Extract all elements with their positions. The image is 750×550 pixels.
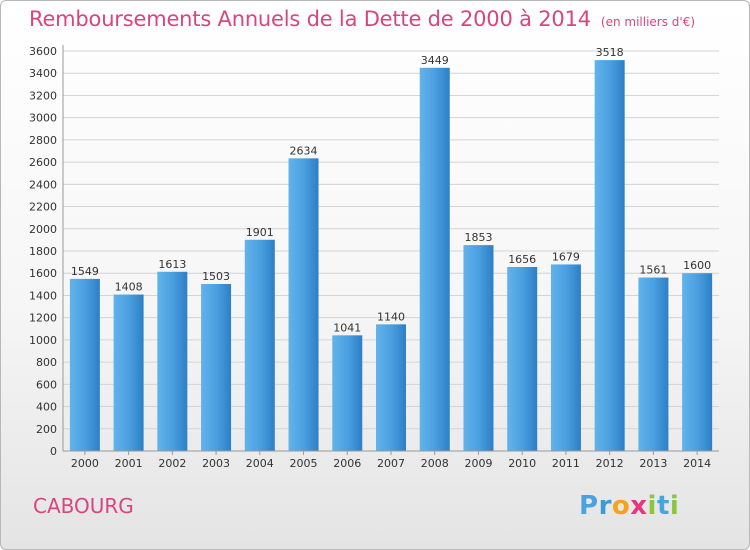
y-tick-label: 3600	[29, 45, 57, 58]
y-tick-label: 800	[36, 356, 57, 369]
axis-layer: 0 200 400 600 800 1000 1200 1400 1600 1800 2000 220…	[29, 45, 719, 470]
x-tick-label-2008: 2008	[421, 457, 449, 470]
data-label-2003: 1503	[202, 270, 230, 283]
brand-logo: Proxiti	[579, 491, 679, 521]
data-label-2012: 3518	[596, 46, 624, 59]
x-tick-label-2011: 2011	[552, 457, 580, 470]
y-tick-label: 600	[36, 378, 57, 391]
brand-letter: r	[598, 491, 612, 521]
data-label-2011: 1679	[552, 250, 580, 263]
x-tick-label-2009: 2009	[464, 457, 492, 470]
y-tick-label: 1400	[29, 289, 57, 302]
y-tick-label: 2000	[29, 223, 57, 236]
brand-letter: i	[647, 491, 657, 521]
y-tick-label: 2400	[29, 178, 57, 191]
data-label-2006: 1041	[333, 321, 361, 334]
x-tick-label-2007: 2007	[377, 457, 405, 470]
brand-letter: t	[656, 491, 670, 521]
bar-2001	[113, 294, 144, 451]
bar-2007	[376, 324, 406, 451]
y-tick-label: 200	[36, 423, 57, 436]
data-label-2009: 1853	[464, 231, 492, 244]
bar-2008	[419, 67, 450, 452]
x-tick-label-2014: 2014	[683, 457, 711, 470]
bar-2005	[288, 158, 319, 452]
bar-2006	[332, 335, 363, 451]
y-tick-label: 1000	[29, 334, 57, 347]
data-label-2007: 1140	[377, 310, 405, 323]
y-tick-label: 1200	[29, 312, 57, 325]
x-tick-label-2005: 2005	[290, 457, 318, 470]
y-tick-label: 2800	[29, 134, 57, 147]
brand-letter: o	[611, 491, 631, 521]
data-label-2010: 1656	[508, 253, 536, 266]
brand-letter: i	[669, 491, 680, 521]
data-label-2000: 1549	[71, 265, 99, 278]
y-tick-label: 2200	[29, 201, 57, 214]
x-tick-label-2012: 2012	[596, 457, 624, 470]
city-name: CABOURG	[33, 494, 134, 518]
title-row: Remboursements Annuels de la Dette de 20…	[29, 7, 695, 31]
bar-2013	[638, 277, 669, 451]
chart-subtitle: (en milliers d'€)	[600, 15, 696, 29]
y-tick-label: 400	[36, 401, 57, 414]
y-tick-label: 0	[50, 445, 57, 458]
x-tick-label-2006: 2006	[333, 457, 361, 470]
bar-2002	[157, 271, 188, 451]
data-label-2014: 1600	[683, 259, 711, 272]
data-label-2002: 1613	[158, 258, 186, 271]
y-tick-label: 3200	[29, 89, 57, 102]
y-tick-label: 3400	[29, 67, 57, 80]
data-label-2004: 1901	[246, 226, 274, 239]
data-label-2001: 1408	[115, 281, 143, 294]
x-tick-label-2001: 2001	[115, 457, 143, 470]
data-label-2008: 3449	[421, 54, 449, 67]
bar-2012	[594, 60, 625, 451]
bar-2010	[507, 267, 538, 451]
y-tick-label: 1800	[29, 245, 57, 258]
bar-2000	[69, 278, 100, 451]
data-label-2005: 2634	[290, 144, 318, 157]
x-tick-label-2013: 2013	[639, 457, 667, 470]
bar-2003	[201, 284, 232, 451]
bar-2009	[463, 245, 494, 451]
y-tick-label: 2600	[29, 156, 57, 169]
chart-title: Remboursements Annuels de la Dette de 20…	[29, 7, 591, 31]
x-tick-label-2002: 2002	[158, 457, 186, 470]
x-tick-label-2003: 2003	[202, 457, 230, 470]
x-tick-label-2010: 2010	[508, 457, 536, 470]
x-tick-label-2004: 2004	[246, 457, 274, 470]
bar-2014	[682, 273, 713, 451]
brand-letter: x	[630, 491, 648, 521]
y-tick-label: 3000	[29, 112, 57, 125]
bar-2004	[244, 239, 275, 451]
data-label-2013: 1561	[639, 264, 667, 277]
bar-2011	[550, 264, 581, 451]
x-tick-label-2000: 2000	[71, 457, 99, 470]
brand-letter: P	[579, 491, 599, 521]
bars-layer	[69, 60, 713, 452]
y-tick-label: 1600	[29, 267, 57, 280]
